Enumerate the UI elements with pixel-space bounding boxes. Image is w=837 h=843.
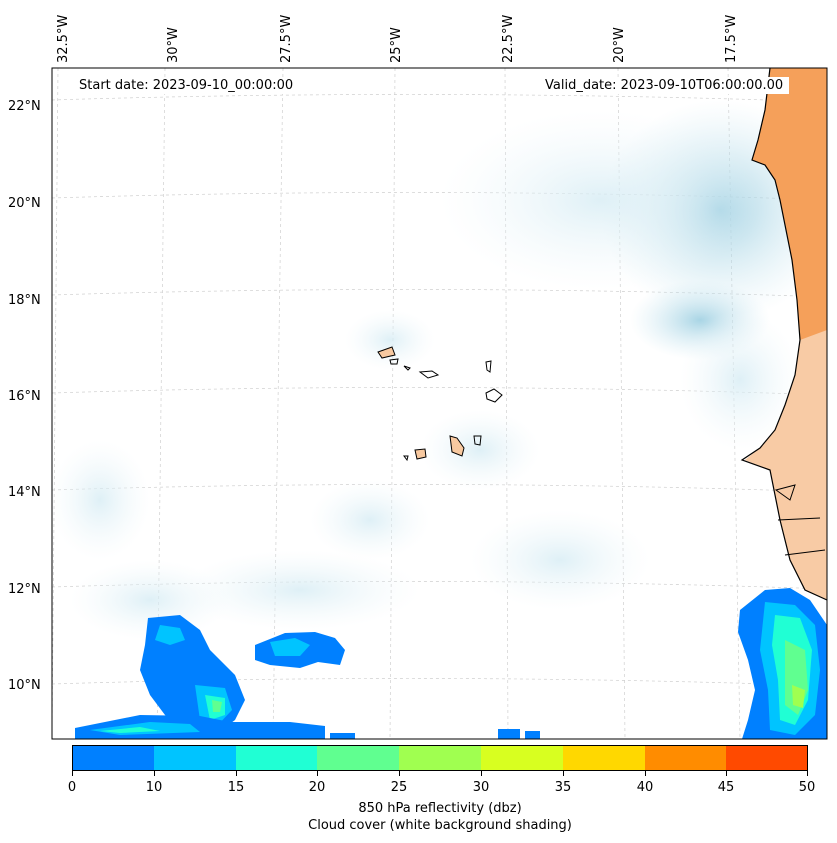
lon-label: 20°W: [612, 27, 627, 63]
colorbar-tick: [645, 771, 646, 776]
colorbar-tick: [481, 771, 482, 776]
colorbar-tick: [726, 771, 727, 776]
lat-label: 14°N: [8, 485, 41, 500]
africa-land-light: [745, 330, 827, 600]
colorbar-segment: [154, 745, 236, 771]
colorbar-tick-label: 15: [227, 780, 245, 795]
lon-label: 22.5°W: [501, 15, 516, 63]
colorbar: [72, 745, 808, 773]
lat-label: 16°N: [8, 389, 41, 404]
colorbar-tick: [154, 771, 155, 776]
valid-date-label: Valid_date: 2023-09-10T06:00:00.00: [539, 77, 790, 94]
colorbar-segment: [317, 745, 399, 771]
cape-verde-islands: [377, 346, 503, 462]
colorbar-tick-label: 25: [390, 780, 408, 795]
colorbar-segment: [645, 745, 726, 771]
colorbar-segment: [399, 745, 481, 771]
map-area: [52, 68, 827, 739]
colorbar-tick: [399, 771, 400, 776]
latitude-labels: 22°N 20°N 18°N 16°N 14°N 12°N 10°N: [8, 99, 41, 693]
colorbar-segment: [236, 745, 317, 771]
colorbar-sublabel: Cloud cover (white background shading): [308, 818, 572, 833]
colorbar-tick: [236, 771, 237, 776]
colorbar-tick: [72, 771, 73, 776]
colorbar-tick-label: 40: [636, 780, 654, 795]
reflectivity-contours: [75, 588, 827, 739]
lat-label: 10°N: [8, 678, 41, 693]
colorbar-tick: [807, 771, 808, 776]
lon-label: 32.5°W: [56, 15, 71, 63]
colorbar-tick-label: 0: [67, 780, 77, 795]
lon-label: 25°W: [389, 27, 404, 63]
colorbar-label: 850 hPa reflectivity (dbz): [358, 801, 522, 816]
colorbar-tick: [563, 771, 564, 776]
colorbar-segment: [563, 745, 645, 771]
lat-label: 20°N: [8, 196, 41, 211]
lon-label: 30°W: [166, 27, 181, 63]
lon-label: 27.5°W: [279, 15, 294, 63]
lat-label: 12°N: [8, 582, 41, 597]
coastline: [740, 68, 827, 601]
colorbar-tick-label: 30: [472, 780, 490, 795]
longitude-labels: 32.5°W 30°W 27.5°W 25°W 22.5°W 20°W 17.5…: [56, 15, 739, 63]
colorbar-tick-label: 20: [308, 780, 326, 795]
map-frame: [51, 67, 828, 740]
colorbar-segment: [481, 745, 563, 771]
colorbar-tick-label: 10: [145, 780, 163, 795]
lon-label: 17.5°W: [724, 15, 739, 63]
colorbar-tick: [317, 771, 318, 776]
colorbar-segment: [72, 745, 154, 771]
lat-label: 22°N: [8, 99, 41, 114]
colorbar-tick-label: 35: [554, 780, 572, 795]
colorbar-segment: [726, 745, 808, 771]
colorbar-tick-label: 45: [717, 780, 735, 795]
start-date-label: Start date: 2023-09-10_00:00:00: [73, 77, 300, 94]
lat-label: 18°N: [8, 293, 41, 308]
colorbar-tick-label: 50: [798, 780, 816, 795]
